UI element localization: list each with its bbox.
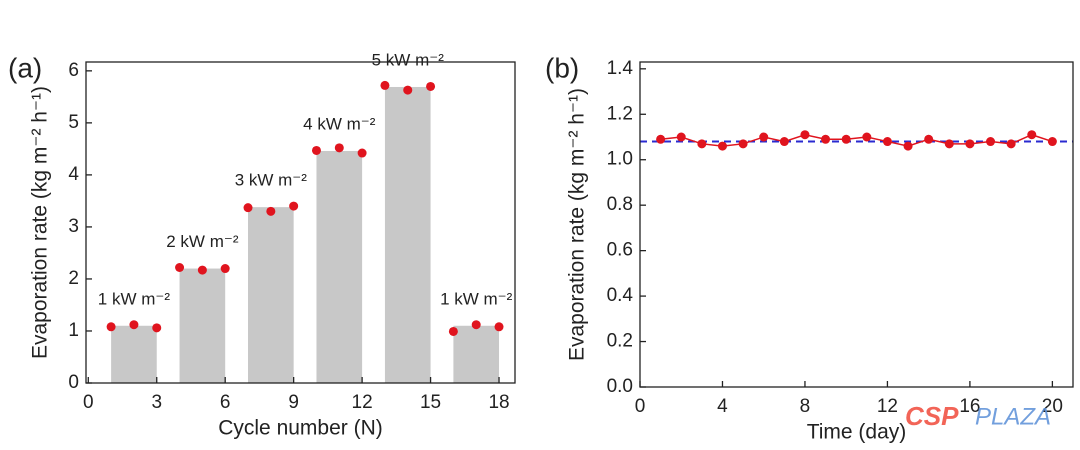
data-point xyxy=(1006,139,1016,149)
bar xyxy=(453,325,500,383)
y-tick-label: 1 xyxy=(68,320,79,341)
y-tick-label: 1.2 xyxy=(607,103,633,124)
data-point xyxy=(289,201,299,211)
bar-label: 1 kW m⁻² xyxy=(98,289,171,308)
bar-label: 2 kW m⁻² xyxy=(166,232,239,251)
y-tick-label: 3 xyxy=(68,216,79,237)
y-tick-label: 5 xyxy=(68,112,79,133)
data-point xyxy=(403,85,413,95)
y-tick-label: 0.2 xyxy=(607,331,633,352)
y-tick-label: 0.6 xyxy=(607,240,633,261)
bar-label: 5 kW m⁻² xyxy=(372,50,445,69)
data-point xyxy=(152,323,162,333)
watermark: PLAZA xyxy=(975,403,1051,430)
data-point xyxy=(944,139,954,149)
bar xyxy=(111,325,157,383)
data-point xyxy=(986,137,996,147)
data-point xyxy=(197,265,207,275)
data-point xyxy=(656,134,666,144)
y-tick-label: 4 xyxy=(68,164,79,185)
y-tick-label: 0 xyxy=(68,372,79,393)
y-tick-label: 0.4 xyxy=(607,285,634,306)
data-point xyxy=(965,139,975,149)
x-axis-label: Cycle number (N) xyxy=(218,417,383,440)
data-point xyxy=(334,143,344,153)
x-tick-label: 0 xyxy=(635,396,646,417)
y-axis-label: Evaporation rate (kg m⁻² h⁻¹) xyxy=(29,86,52,359)
data-point xyxy=(903,141,913,151)
data-point xyxy=(779,137,789,147)
data-point xyxy=(106,322,116,332)
data-point xyxy=(924,134,934,144)
data-point xyxy=(494,322,504,332)
x-tick-label: 0 xyxy=(83,392,94,413)
data-point xyxy=(266,206,276,216)
data-point xyxy=(220,264,230,274)
panel-label: (a) xyxy=(8,52,42,83)
data-point xyxy=(676,132,686,142)
bar xyxy=(179,268,226,383)
data-point xyxy=(380,80,390,90)
x-tick-label: 9 xyxy=(288,392,299,413)
data-point xyxy=(717,141,727,151)
data-point xyxy=(129,320,139,330)
data-point xyxy=(175,263,185,273)
data-point xyxy=(1047,137,1057,147)
x-tick-label: 12 xyxy=(352,392,373,413)
panel-label: (b) xyxy=(545,52,579,83)
y-tick-label: 1.0 xyxy=(607,149,633,170)
bar xyxy=(316,150,363,383)
watermark: CSP xyxy=(905,401,959,431)
data-point xyxy=(357,148,367,158)
y-axis-label: Evaporation rate (kg m⁻² h⁻¹) xyxy=(566,88,589,361)
data-point xyxy=(243,203,253,213)
data-point xyxy=(471,320,481,330)
y-tick-label: 1.4 xyxy=(607,58,634,79)
bar xyxy=(384,86,431,384)
data-point xyxy=(426,81,436,91)
x-tick-label: 6 xyxy=(220,392,231,413)
bar-label: 1 kW m⁻² xyxy=(440,289,513,308)
x-tick-label: 20 xyxy=(1042,396,1063,417)
bar-label: 3 kW m⁻² xyxy=(235,171,308,190)
y-tick-label: 0.0 xyxy=(607,376,633,397)
data-point xyxy=(738,139,748,149)
data-point xyxy=(448,326,458,336)
plot-frame xyxy=(639,61,1074,388)
data-point xyxy=(311,145,321,155)
x-tick-label: 16 xyxy=(959,396,980,417)
x-tick-label: 12 xyxy=(877,396,898,417)
x-tick-label: 4 xyxy=(717,396,728,417)
x-tick-label: 8 xyxy=(800,396,811,417)
x-tick-label: 3 xyxy=(151,392,162,413)
data-point xyxy=(759,132,769,142)
bar xyxy=(248,207,294,383)
data-point xyxy=(882,137,892,147)
data-point xyxy=(862,132,872,142)
data-point xyxy=(1027,130,1037,140)
x-axis-label: Time (day) xyxy=(807,421,907,444)
y-tick-label: 2 xyxy=(68,268,79,289)
bar-label: 4 kW m⁻² xyxy=(303,114,376,133)
data-point xyxy=(800,130,810,140)
x-tick-label: 18 xyxy=(488,392,509,413)
data-point xyxy=(821,134,831,144)
plot-frame xyxy=(85,61,516,384)
y-tick-label: 6 xyxy=(68,60,79,81)
data-point xyxy=(841,134,851,144)
data-point xyxy=(697,139,707,149)
x-tick-label: 15 xyxy=(420,392,441,413)
y-tick-label: 0.8 xyxy=(607,194,633,215)
